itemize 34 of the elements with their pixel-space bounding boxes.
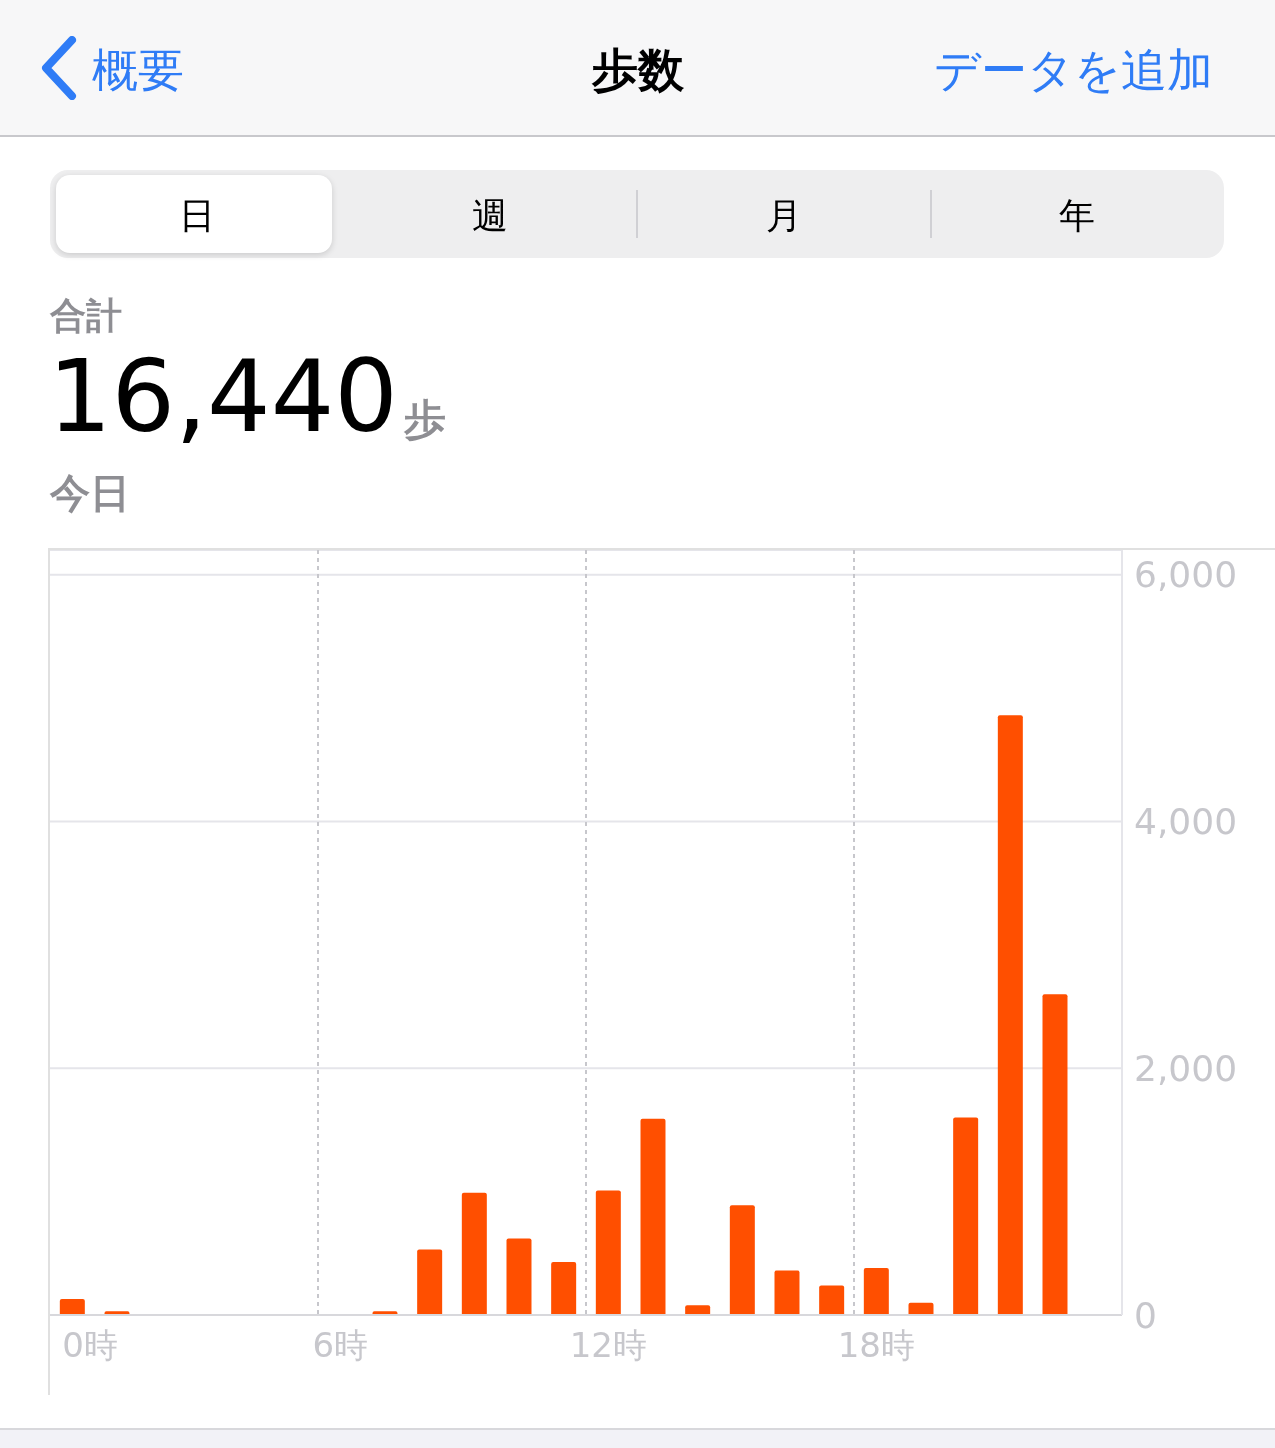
- x-tick-label: 0時: [62, 1325, 118, 1365]
- bar: [819, 1285, 845, 1315]
- text: 日: [177, 194, 216, 238]
- y-tick-label: 2,000: [1134, 1048, 1238, 1090]
- bar: [640, 1118, 666, 1315]
- text: データを追加: [934, 42, 1213, 99]
- text: 合計: [50, 295, 122, 336]
- bar: [863, 1268, 889, 1315]
- text: 歩: [404, 394, 446, 446]
- bar: [997, 715, 1023, 1315]
- bar: [461, 1192, 487, 1315]
- bar: [595, 1190, 621, 1315]
- y-tick-label: 0: [1134, 1294, 1157, 1336]
- text: 週: [471, 194, 510, 238]
- x-tick-label: 6時: [312, 1325, 369, 1365]
- x-tick-label: 12時: [569, 1325, 647, 1365]
- bar: [506, 1238, 532, 1315]
- bar: [551, 1261, 577, 1315]
- bar: [59, 1298, 85, 1315]
- text: 今日: [50, 469, 130, 518]
- chart-title: 歩数: [591, 43, 684, 97]
- bar: [953, 1117, 979, 1315]
- bar: [685, 1305, 711, 1315]
- bar: [417, 1249, 443, 1315]
- text: 16,440: [48, 338, 398, 455]
- text: 年: [1058, 194, 1097, 238]
- text: 概要: [92, 42, 184, 99]
- x-tick-label: 18時: [837, 1325, 915, 1365]
- bar: [729, 1205, 755, 1315]
- text: 月: [764, 194, 803, 238]
- y-tick-label: 6,000: [1134, 554, 1238, 596]
- bar: [1042, 994, 1068, 1315]
- bar: [774, 1270, 800, 1315]
- y-tick-label: 4,000: [1134, 801, 1238, 843]
